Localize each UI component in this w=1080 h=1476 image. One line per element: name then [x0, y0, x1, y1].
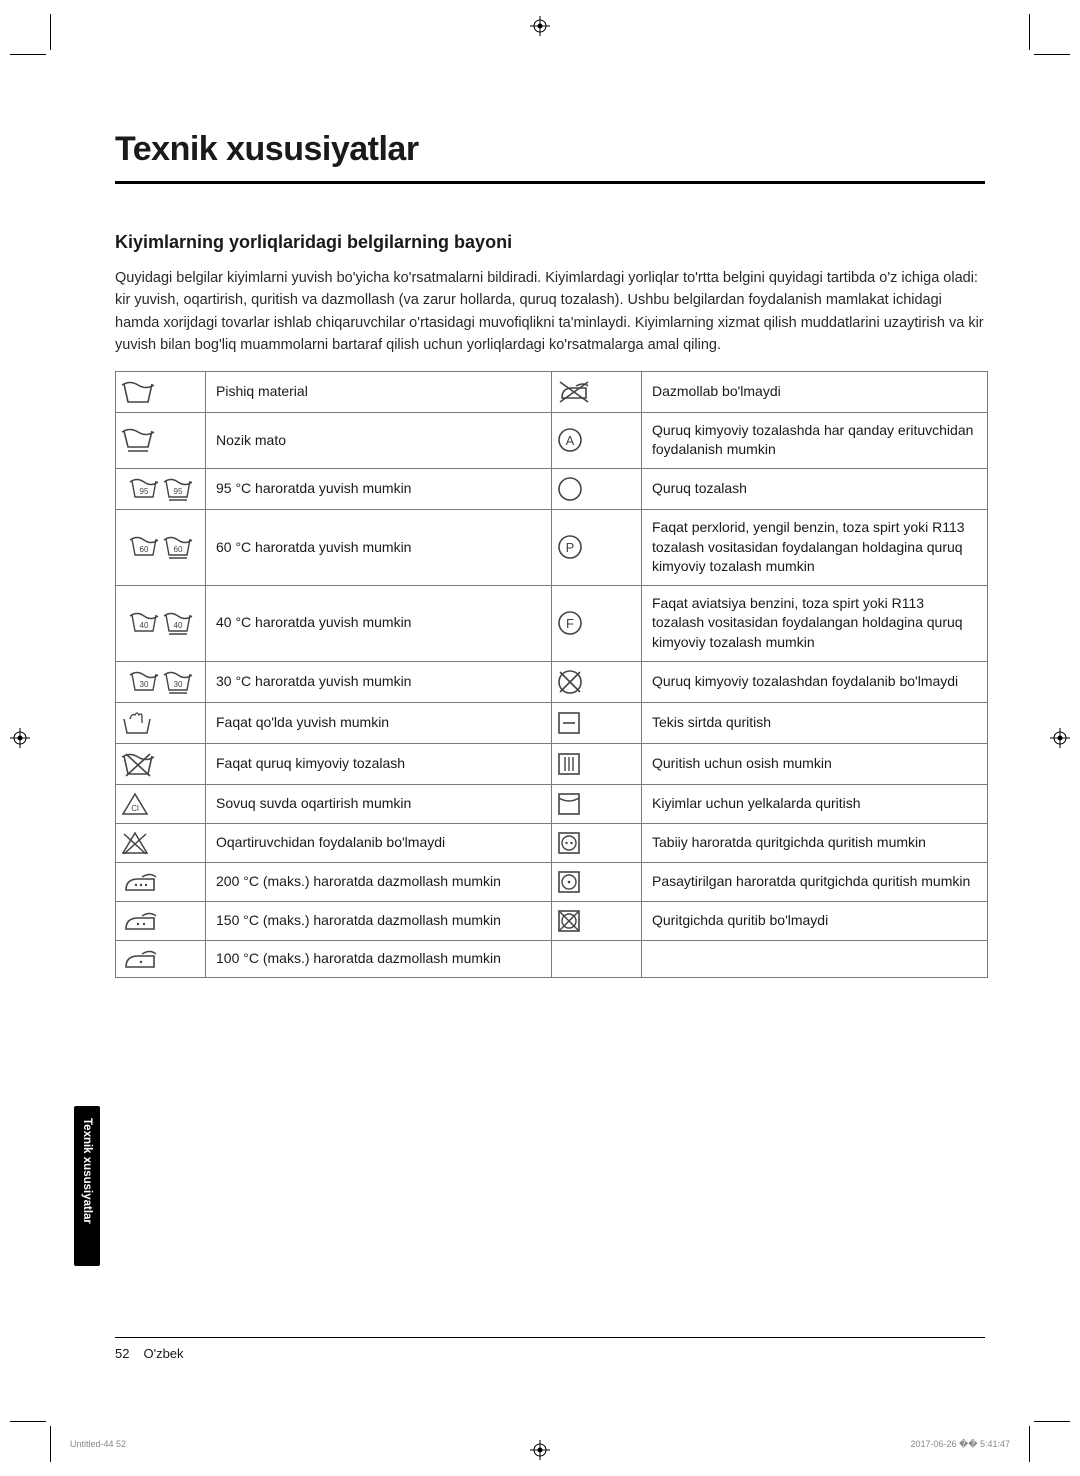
svg-text:60: 60 — [173, 545, 182, 554]
wash-30-icon: 30 30 — [116, 661, 206, 702]
wash-tub-underline-icon — [116, 412, 206, 468]
symbol-desc: 95 °C haroratda yuvish mumkin — [206, 469, 552, 510]
svg-text:40: 40 — [173, 621, 182, 630]
symbol-desc: Faqat aviatsiya benzini, toza spirt yoki… — [642, 585, 988, 661]
symbol-desc: 100 °C (maks.) haroratda dazmollash mumk… — [206, 940, 552, 977]
symbol-desc: Quruq kimyoviy tozalashdan foydalanib bo… — [642, 661, 988, 702]
dryclean-p-icon: P — [552, 510, 642, 586]
symbol-desc: Faqat quruq kimyoviy tozalash — [206, 743, 552, 784]
empty-icon — [552, 940, 642, 977]
svg-text:A: A — [566, 433, 575, 448]
symbol-desc: Faqat perxlorid, yengil benzin, toza spi… — [642, 510, 988, 586]
symbol-desc: Quritish uchun osish mumkin — [642, 743, 988, 784]
symbol-desc: 150 °C (maks.) haroratda dazmollash mumk… — [206, 901, 552, 940]
symbol-desc — [642, 940, 988, 977]
table-row: Nozik mato A Quruq kimyoviy tozalashda h… — [116, 412, 988, 468]
table-row: 40 40 40 °C haroratda yuvish mumkin F Fa… — [116, 585, 988, 661]
table-row: Faqat qo'lda yuvish mumkin Tekis sirtda … — [116, 702, 988, 743]
symbol-desc: 40 °C haroratda yuvish mumkin — [206, 585, 552, 661]
symbol-desc: Quruq tozalash — [642, 469, 988, 510]
tumble-low-icon — [552, 862, 642, 901]
symbol-desc: Nozik mato — [206, 412, 552, 468]
symbol-desc: Quritgichda quritib bo'lmaydi — [642, 901, 988, 940]
svg-text:40: 40 — [139, 621, 148, 630]
wash-60-icon: 60 60 — [116, 510, 206, 586]
footer-page-number: 52 — [115, 1346, 129, 1361]
tumble-normal-icon — [552, 823, 642, 862]
symbol-desc: Oqartiruvchidan foydalanib bo'lmaydi — [206, 823, 552, 862]
symbol-desc: Quruq kimyoviy tozalashda har qanday eri… — [642, 412, 988, 468]
table-row: 150 °C (maks.) haroratda dazmollash mumk… — [116, 901, 988, 940]
section-subtitle: Kiyimlarning yorliqlaridagi belgilarning… — [115, 232, 985, 253]
symbol-desc: Tabiiy haroratda quritgichda quritish mu… — [642, 823, 988, 862]
svg-text:30: 30 — [139, 680, 148, 689]
intro-paragraph: Quyidagi belgilar kiyimlarni yuvish bo'y… — [115, 267, 985, 357]
dryclean-f-icon: F — [552, 585, 642, 661]
table-row: Faqat quruq kimyoviy tozalash Quritish u… — [116, 743, 988, 784]
hand-wash-icon — [116, 702, 206, 743]
symbol-desc: Kiyimlar uchun yelkalarda quritish — [642, 784, 988, 823]
table-row: Oqartiruvchidan foydalanib bo'lmaydi Tab… — [116, 823, 988, 862]
no-iron-icon — [552, 371, 642, 412]
table-row: 100 °C (maks.) haroratda dazmollash mumk… — [116, 940, 988, 977]
no-tumble-icon — [552, 901, 642, 940]
page-title: Texnik xususiyatlar — [115, 130, 985, 184]
table-row: Pishiq material Dazmollab bo'lmaydi — [116, 371, 988, 412]
symbol-desc: Sovuq suvda oqartirish mumkin — [206, 784, 552, 823]
page-content: Texnik xususiyatlar Kiyimlarning yorliql… — [0, 0, 1080, 1476]
symbol-desc: Tekis sirtda quritish — [642, 702, 988, 743]
table-row: 95 95 95 °C haroratda yuvish mumkin Quru… — [116, 469, 988, 510]
drip-dry-icon — [552, 743, 642, 784]
svg-text:P: P — [566, 540, 575, 555]
print-footer: Untitled-44 52 2017-06-26 �� 5:41:47 — [70, 1439, 1010, 1450]
wash-40-icon: 40 40 — [116, 585, 206, 661]
wash-tub-icon — [116, 371, 206, 412]
care-symbols-table: Pishiq material Dazmollab bo'lmaydi Nozi… — [115, 371, 988, 978]
iron-3dot-icon — [116, 862, 206, 901]
no-wash-icon — [116, 743, 206, 784]
symbol-desc: 200 °C (maks.) haroratda dazmollash mumk… — [206, 862, 552, 901]
symbol-desc: 60 °C haroratda yuvish mumkin — [206, 510, 552, 586]
symbol-desc: 30 °C haroratda yuvish mumkin — [206, 661, 552, 702]
table-row: 200 °C (maks.) haroratda dazmollash mumk… — [116, 862, 988, 901]
table-row: 30 30 30 °C haroratda yuvish mumkin Quru… — [116, 661, 988, 702]
dryclean-empty-icon — [552, 469, 642, 510]
symbol-desc: Pasaytirilgan haroratda quritgichda quri… — [642, 862, 988, 901]
svg-text:Cl: Cl — [131, 804, 139, 813]
print-footer-right: 2017-06-26 �� 5:41:47 — [910, 1439, 1010, 1450]
wash-95-icon: 95 95 — [116, 469, 206, 510]
iron-1dot-icon — [116, 940, 206, 977]
bleach-icon: Cl — [116, 784, 206, 823]
print-footer-left: Untitled-44 52 — [70, 1439, 126, 1450]
side-tab: Texnik xususiyatlar — [74, 1106, 100, 1266]
symbol-desc: Pishiq material — [206, 371, 552, 412]
no-dryclean-icon — [552, 661, 642, 702]
dry-flat-icon — [552, 702, 642, 743]
svg-text:60: 60 — [139, 545, 148, 554]
footer-language: O'zbek — [143, 1346, 183, 1361]
table-row: Cl Sovuq suvda oqartirish mumkin Kiyimla… — [116, 784, 988, 823]
table-row: 60 60 60 °C haroratda yuvish mumkin P Fa… — [116, 510, 988, 586]
no-bleach-icon — [116, 823, 206, 862]
hang-dry-icon — [552, 784, 642, 823]
svg-text:95: 95 — [139, 487, 148, 496]
page-footer: 52 O'zbek — [115, 1337, 985, 1361]
svg-text:F: F — [566, 616, 574, 631]
dryclean-a-icon: A — [552, 412, 642, 468]
svg-text:95: 95 — [173, 487, 182, 496]
symbol-desc: Dazmollab bo'lmaydi — [642, 371, 988, 412]
iron-2dot-icon — [116, 901, 206, 940]
symbol-desc: Faqat qo'lda yuvish mumkin — [206, 702, 552, 743]
svg-text:30: 30 — [173, 680, 182, 689]
